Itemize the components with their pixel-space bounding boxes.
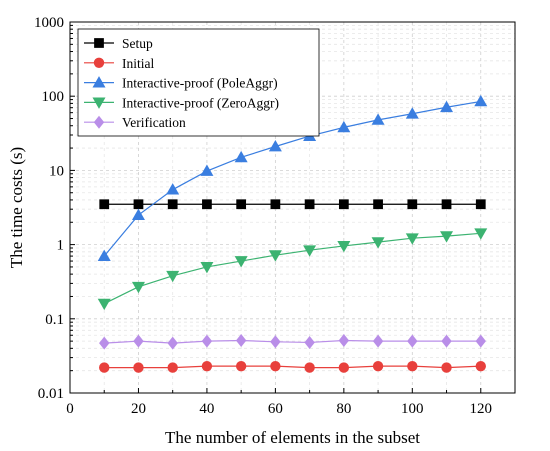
data-point <box>405 107 419 119</box>
data-point <box>270 199 281 210</box>
data-point <box>440 231 454 243</box>
data-point <box>234 150 248 163</box>
legend-label: Verification <box>122 115 186 130</box>
data-point <box>303 245 317 257</box>
data-point <box>166 183 180 195</box>
data-point <box>268 250 282 262</box>
data-point <box>337 241 351 253</box>
data-point <box>99 199 110 210</box>
x-tick-label: 120 <box>470 401 493 417</box>
legend-marker <box>92 97 106 109</box>
data-point <box>133 199 144 210</box>
data-point <box>373 199 383 210</box>
x-tick-label: 60 <box>268 401 283 417</box>
y-tick-label: 100 <box>42 89 65 105</box>
y-tick-label: 1 <box>57 238 65 254</box>
y-tick-label: 0.01 <box>38 386 64 402</box>
plot-frame <box>69 21 516 394</box>
data-point <box>235 333 247 347</box>
data-point <box>97 298 111 311</box>
data-point <box>304 362 315 373</box>
data-point <box>270 360 281 372</box>
data-point <box>372 360 384 372</box>
data-point <box>234 256 248 268</box>
data-point <box>235 360 247 372</box>
y-tick-label: 0.1 <box>45 312 64 328</box>
data-point <box>440 100 454 113</box>
data-point <box>268 139 282 152</box>
legend-marker <box>92 76 106 88</box>
data-point <box>407 334 418 348</box>
data-point <box>236 199 247 210</box>
series-0 <box>99 199 486 210</box>
x-tick-label: 0 <box>66 401 74 417</box>
legend-label: Initial <box>122 56 154 71</box>
data-point <box>166 270 180 283</box>
data-point <box>99 362 110 373</box>
data-point <box>202 199 212 210</box>
data-point <box>441 199 452 210</box>
data-point <box>200 164 214 176</box>
y-axis-title: The time costs (s) <box>7 147 26 268</box>
legend: Setup Initial Interactive-proof (PoleAggr)… <box>77 28 320 137</box>
legend-marker <box>94 38 104 48</box>
data-point <box>304 335 315 349</box>
series-2 <box>97 94 488 261</box>
data-point <box>338 199 349 210</box>
series-1 <box>99 360 486 373</box>
series-line <box>104 365 481 369</box>
data-point <box>131 281 145 294</box>
legend-marker <box>93 115 105 129</box>
series-3 <box>97 228 488 311</box>
data-point <box>475 334 486 348</box>
series-line <box>104 339 481 344</box>
data-point <box>270 335 281 349</box>
data-point <box>407 199 418 210</box>
data-point <box>131 208 145 220</box>
y-tick-label: 1000 <box>34 15 64 31</box>
y-tick-label: 10 <box>49 163 64 179</box>
data-point <box>474 94 488 107</box>
series-4 <box>99 333 486 350</box>
data-point <box>200 262 214 274</box>
legend-box <box>77 28 320 137</box>
data-point <box>441 362 452 373</box>
data-point <box>167 199 178 210</box>
legend-label: Setup <box>122 36 153 51</box>
x-tick-label: 20 <box>131 401 146 417</box>
data-point <box>338 362 350 373</box>
legend-label: Interactive-proof (ZeroAggr) <box>122 95 279 110</box>
x-axis-title: The number of elements in the subset <box>165 428 420 447</box>
data-point <box>405 233 419 245</box>
data-point <box>371 113 385 125</box>
data-point <box>201 334 213 348</box>
data-point <box>133 334 144 348</box>
data-point <box>167 362 178 373</box>
x-tick-label: 100 <box>401 401 424 417</box>
series-line <box>103 232 481 305</box>
data-point <box>371 237 385 249</box>
series <box>97 94 488 373</box>
data-point <box>475 360 486 372</box>
data-point <box>304 199 315 210</box>
data-point <box>407 360 418 372</box>
legend-label: Interactive-proof (PoleAggr) <box>122 76 278 91</box>
data-point <box>201 360 213 372</box>
data-point <box>99 336 110 350</box>
data-point <box>133 362 144 373</box>
axis-ticks: 0 20 40 60 80 100 120 0.01 0.1 1 10 100 1000 <box>34 15 492 417</box>
data-point <box>474 228 488 240</box>
data-point <box>372 334 384 348</box>
x-tick-label: 80 <box>336 401 351 417</box>
legend-marker <box>93 57 105 68</box>
data-point <box>338 333 350 347</box>
data-point <box>441 334 452 348</box>
data-point <box>475 199 486 210</box>
data-point <box>337 120 351 133</box>
x-tick-label: 40 <box>199 401 214 417</box>
data-point <box>167 336 178 350</box>
data-point <box>97 249 111 261</box>
